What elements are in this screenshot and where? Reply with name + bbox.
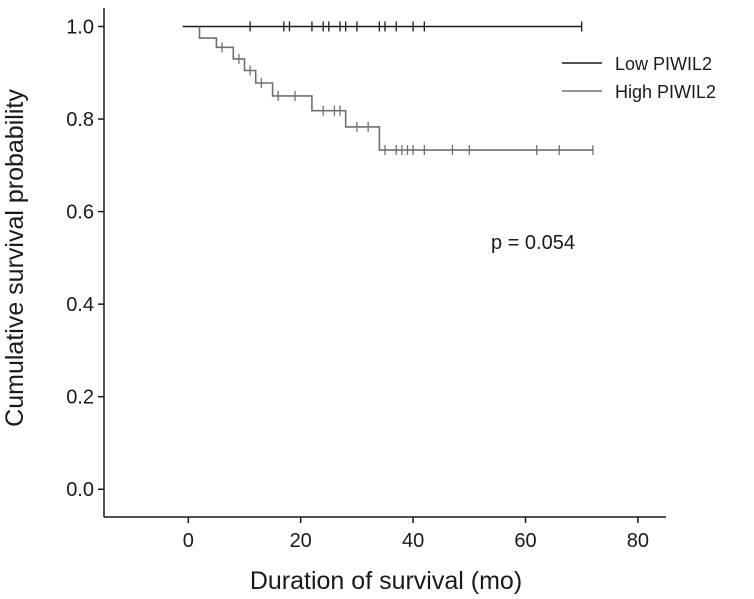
y-tick-label: 0.0 bbox=[66, 479, 94, 501]
x-tick-label: 20 bbox=[290, 530, 312, 552]
series-layer bbox=[182, 21, 594, 156]
x-tick-label: 40 bbox=[402, 530, 424, 552]
legend-label-low: Low PIWIL2 bbox=[615, 54, 712, 74]
y-tick-label: 1.0 bbox=[66, 17, 94, 39]
y-tick-label: 0.4 bbox=[66, 294, 94, 316]
x-tick-label: 60 bbox=[514, 530, 536, 552]
axes bbox=[103, 8, 666, 518]
series-line-high-piwil2 bbox=[198, 26, 593, 151]
x-axis-title: Duration of survival (mo) bbox=[250, 567, 522, 595]
legend: Low PIWIL2 High PIWIL2 bbox=[562, 54, 716, 102]
y-ticks: 0.0 0.2 0.4 0.6 0.8 1.0 bbox=[66, 17, 104, 501]
y-tick-label: 0.6 bbox=[66, 202, 94, 224]
x-tick-label: 0 bbox=[183, 530, 194, 552]
legend-label-high: High PIWIL2 bbox=[615, 82, 716, 102]
y-tick-label: 0.2 bbox=[66, 387, 94, 409]
p-value-annotation: p = 0.054 bbox=[491, 232, 575, 254]
y-tick-label: 0.8 bbox=[66, 109, 94, 131]
x-ticks: 0 20 40 60 80 bbox=[183, 517, 649, 552]
x-tick-label: 80 bbox=[627, 530, 649, 552]
y-axis-title: Cumulative survival probability bbox=[1, 89, 29, 427]
